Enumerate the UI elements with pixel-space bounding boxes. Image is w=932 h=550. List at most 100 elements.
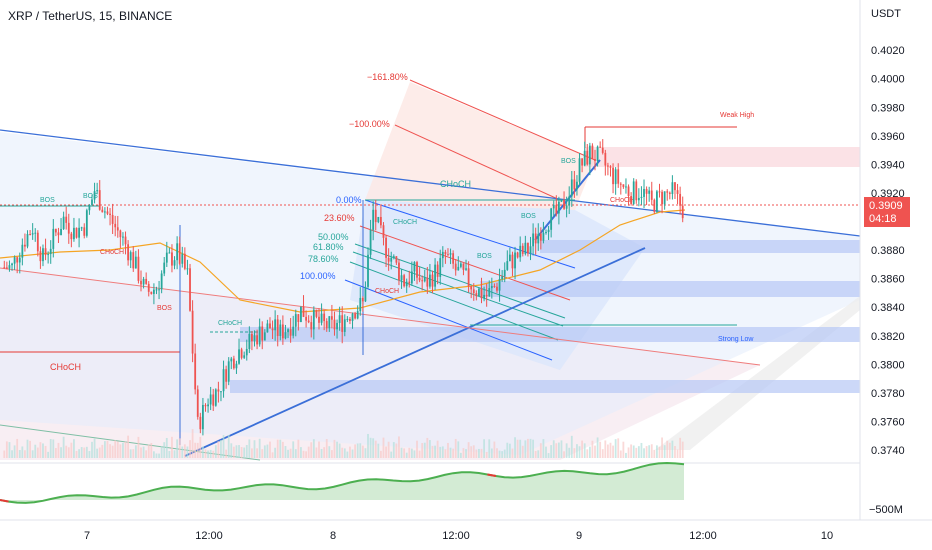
volume-bar [294, 449, 297, 458]
candle-body [325, 321, 328, 329]
volume-bar [62, 436, 65, 458]
price-tick-label: 0.4020 [871, 45, 905, 57]
volume-bar [367, 433, 369, 458]
candle-body [413, 262, 416, 272]
candle-body [545, 232, 547, 234]
volume-bar [416, 440, 418, 458]
candle-body [142, 278, 145, 285]
volume-bar [568, 447, 571, 458]
candle-body [594, 159, 596, 162]
volume-bar [661, 437, 663, 458]
candle-body [305, 316, 307, 321]
volume-bar [230, 443, 233, 458]
candle-body [377, 216, 380, 223]
candle-body [199, 416, 202, 430]
volume-bar [171, 436, 173, 458]
volume-bar [333, 439, 336, 458]
candle-body [258, 326, 261, 345]
volume-bar [449, 447, 452, 458]
volume-bar [134, 445, 137, 458]
candle-body [8, 265, 11, 269]
volume-bar [545, 446, 547, 458]
candle-body [441, 251, 444, 259]
volume-bar [42, 443, 44, 458]
candle-body [364, 286, 367, 302]
fib-upper-zone [365, 82, 595, 210]
volume-bar [289, 448, 292, 458]
candle-body [521, 245, 524, 254]
candle-body [243, 355, 246, 358]
choch-label-green: CHoCH [440, 179, 471, 189]
time-tick-label: 12:00 [689, 530, 717, 542]
fib-line-100neg [394, 124, 561, 201]
candle-body [220, 391, 222, 393]
volume-bar [408, 447, 411, 458]
volume-bar [656, 445, 658, 458]
candle-body [183, 253, 186, 269]
volume-bar [137, 436, 140, 458]
volume-bar [387, 441, 390, 458]
volume-bar [305, 451, 307, 458]
candle-body [261, 326, 264, 341]
candle-body [227, 361, 230, 382]
volume-bar [243, 447, 246, 458]
oscillator-axis-label: −500M [869, 504, 903, 516]
volume-bar [563, 451, 565, 458]
candle-body [359, 297, 362, 312]
volume-bar [581, 440, 584, 458]
volume-bar [165, 437, 168, 458]
candle-body [588, 145, 591, 165]
volume-bar [328, 446, 331, 458]
volume-bar [434, 445, 436, 458]
candle-body [447, 254, 449, 256]
volume-bar [160, 446, 163, 458]
candle-body [150, 291, 153, 294]
candle-body [103, 211, 106, 213]
volume-bar [124, 441, 127, 458]
price-tick-label: 0.3920 [871, 188, 905, 200]
candle-body [109, 213, 111, 215]
chart-title: XRP / TetherUS, 15, BINANCE [8, 9, 172, 23]
volume-bar [354, 444, 357, 458]
volume-bar [467, 442, 470, 458]
volume-bar [539, 443, 542, 458]
volume-bar [11, 450, 13, 458]
volume-bar [612, 445, 614, 458]
volume-bar [315, 447, 318, 458]
candle-body [75, 227, 78, 238]
candle-body [26, 234, 29, 247]
candle-body [380, 216, 382, 226]
candle-body [29, 234, 31, 236]
candle-body [591, 145, 594, 160]
volume-bar [359, 443, 362, 458]
volume-bar [645, 446, 648, 458]
candle-body [681, 205, 684, 219]
volume-bar [521, 445, 524, 458]
candle-body [212, 394, 215, 406]
candle-body [202, 404, 204, 430]
volume-bar [163, 442, 166, 458]
volume-bar [658, 446, 661, 458]
candle-body [318, 316, 320, 323]
volume-bar [173, 450, 176, 458]
volume-bar [235, 445, 238, 458]
candle-body [529, 246, 532, 254]
volume-bar [555, 443, 558, 458]
volume-bar [498, 450, 501, 458]
volume-bar [80, 447, 83, 458]
candle-body [532, 233, 534, 247]
candle-body [297, 314, 300, 322]
candle-body [552, 204, 555, 209]
volume-bar [640, 442, 643, 458]
candle-body [330, 316, 333, 320]
candle-body [410, 271, 413, 284]
fib-label-0: 0.00% [336, 195, 362, 205]
candle-body [209, 394, 212, 405]
volume-bar [586, 449, 589, 458]
volume-bar [276, 439, 279, 458]
candle-body [93, 191, 96, 200]
price-tick-label: 0.3880 [871, 245, 905, 257]
candle-body [338, 315, 341, 323]
volume-bar [369, 437, 372, 458]
